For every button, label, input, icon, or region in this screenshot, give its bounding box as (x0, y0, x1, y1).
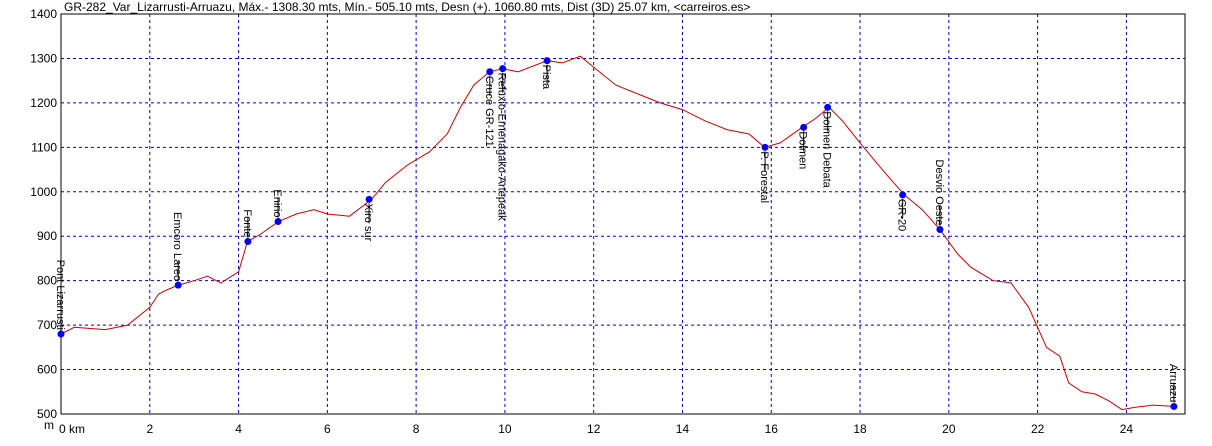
waypoint-label: Emcoro Lareo (171, 212, 183, 281)
waypoint-label: Arruazu (1167, 364, 1179, 403)
waypoint-marker (244, 238, 252, 246)
waypoint-label: P. Forestal (758, 151, 770, 203)
y-tick-label: 700 (37, 318, 57, 332)
waypoint-label: Fonte (241, 209, 253, 237)
x-tick-label: 0 km (59, 422, 85, 436)
y-tick-label: 1200 (30, 96, 57, 110)
waypoint-marker (57, 330, 65, 338)
waypoint-label: GR-20 (896, 199, 908, 231)
y-tick-label: 600 (37, 363, 57, 377)
waypoint-label: Desvio Oeste (933, 160, 945, 226)
x-tick-label: 8 (413, 422, 420, 436)
x-tick-label: 20 (942, 422, 956, 436)
waypoint-label: Dolmen Debata (821, 111, 833, 188)
waypoint-label: Pista (540, 65, 552, 90)
y-tick-label: 800 (37, 274, 57, 288)
waypoint-marker (800, 123, 808, 131)
y-tick-label: 900 (37, 229, 57, 243)
waypoint-marker (365, 195, 373, 203)
x-tick-label: 14 (676, 422, 690, 436)
y-axis-unit: m (44, 418, 54, 432)
waypoint-label: Xiro sur (362, 203, 374, 241)
waypoint-marker (486, 68, 494, 76)
waypoint-marker (761, 143, 769, 151)
y-tick-label: 1400 (30, 7, 57, 21)
waypoint-marker (543, 57, 551, 65)
plot-frame (60, 13, 1186, 415)
x-tick-label: 10 (498, 422, 512, 436)
x-tick-label: 4 (235, 422, 242, 436)
waypoint-label: Dolmen (797, 131, 809, 169)
y-tick-label: 1300 (30, 51, 57, 65)
x-tick-label: 2 (146, 422, 153, 436)
waypoint-marker (1170, 402, 1178, 410)
waypoint-marker (174, 281, 182, 289)
profile-line (60, 55, 1174, 411)
x-tick-label: 24 (1120, 422, 1134, 436)
y-tick-label: 1000 (30, 185, 57, 199)
waypoint-marker (824, 103, 832, 111)
waypoint-label: Pont Lizarrusti (54, 260, 66, 330)
y-tick-label: 500 (37, 407, 57, 421)
waypoint-marker (899, 191, 907, 199)
waypoint-marker (274, 218, 282, 226)
x-tick-label: 22 (1031, 422, 1045, 436)
waypoint-marker (936, 226, 944, 234)
waypoint-label: Enirio (271, 189, 283, 217)
x-tick-label: 12 (587, 422, 601, 436)
x-tick-label: 18 (853, 422, 867, 436)
chart-title: GR-282_Var_Lizarrusti-Arruazu, Máx.- 130… (64, 0, 750, 14)
waypoint-marker (499, 65, 507, 73)
waypoint-label: Refuxio-Ernenagako-Artepeak (496, 73, 508, 221)
x-tick-label: 6 (324, 422, 331, 436)
x-tick-label: 16 (765, 422, 779, 436)
waypoint-label: Cruce GR-121 (483, 76, 495, 147)
y-tick-label: 1100 (31, 140, 57, 154)
